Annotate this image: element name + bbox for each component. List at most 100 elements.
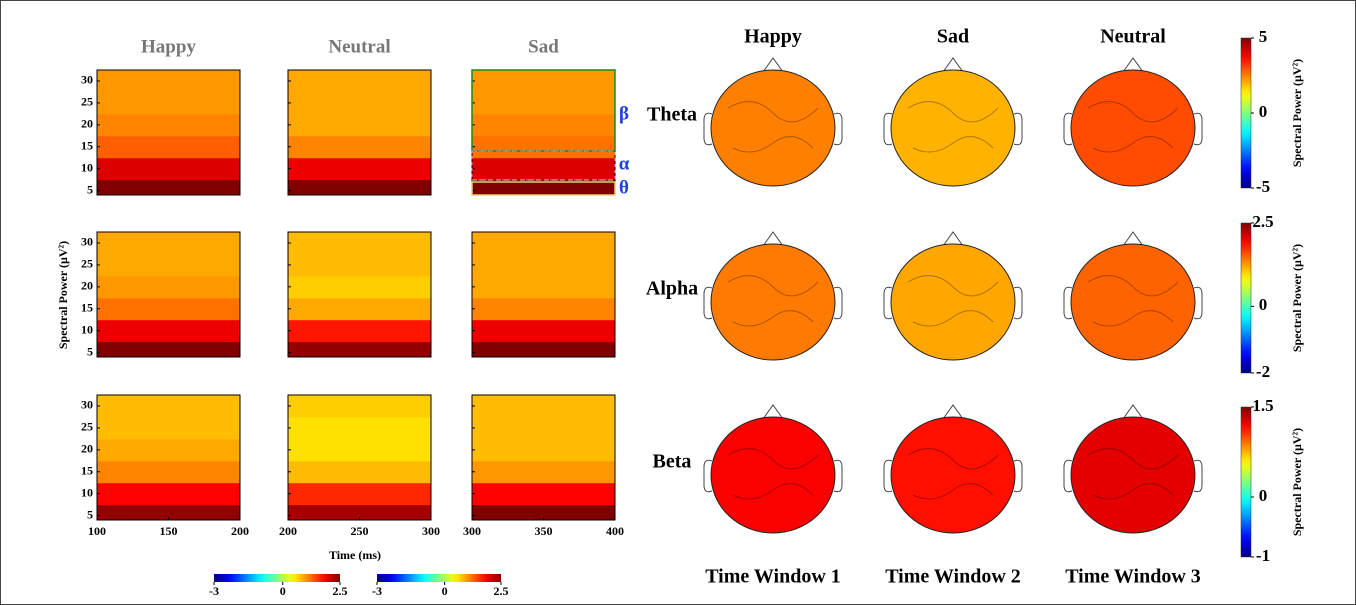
figure: Happy Neutral Sad 5 10 15 20 25 30 5 10 15 20 25 30 5 10… <box>0 0 1356 605</box>
column-title: Neutral <box>328 36 390 57</box>
y-tick-label: 25 <box>81 257 93 271</box>
colorbar-label: Spectral Power (µV²) <box>1290 428 1304 536</box>
row-label: Beta <box>653 451 692 473</box>
x-tick-label: 300 <box>463 524 481 538</box>
y-tick-label: 20 <box>81 442 93 456</box>
topomap <box>891 417 1015 533</box>
heatmap-cell <box>288 395 431 417</box>
heatmap-cell <box>288 92 431 114</box>
x-tick-label: 300 <box>422 524 440 538</box>
column-title: Sad <box>937 26 969 48</box>
y-tick-label: 20 <box>81 279 93 293</box>
topomap <box>1071 244 1195 360</box>
y-axis-label: Spectral Power (µV²) <box>56 241 70 349</box>
y-tick-label: 5 <box>87 344 93 358</box>
y-tick-label: 10 <box>81 160 93 174</box>
colorbar <box>1241 407 1251 557</box>
heatmap-cell <box>288 254 431 276</box>
heatmap-cell <box>97 276 240 298</box>
topomap <box>1071 417 1195 533</box>
heatmap-cell <box>288 298 431 320</box>
heatmap-cell <box>288 180 431 196</box>
heatmap-cell <box>97 461 240 483</box>
x-tick-label: 200 <box>231 524 249 538</box>
y-tick-label: 30 <box>81 398 93 412</box>
heatmap-cell <box>472 320 615 342</box>
topomap <box>891 244 1015 360</box>
y-tick-label: 25 <box>81 95 93 109</box>
colorbar-tick-label: 0 <box>1259 295 1268 314</box>
window-label: Time Window 1 <box>705 566 841 588</box>
column-title: Neutral <box>1100 26 1166 48</box>
column-title: Happy <box>141 36 196 57</box>
heatmap-cell <box>288 320 431 342</box>
heatmap-cell <box>472 417 615 439</box>
colorbar-tick-label: 5 <box>1259 27 1268 46</box>
band-label: β <box>619 103 629 124</box>
y-tick-label: 15 <box>81 139 93 153</box>
heatmap-cell <box>472 298 615 320</box>
topomap <box>711 244 835 360</box>
y-tick-label: 25 <box>81 420 93 434</box>
heatmap-cell <box>97 70 240 92</box>
colorbar-label: Spectral Power (µV²) <box>1290 244 1304 352</box>
colorbar-tick-label: -1 <box>1256 546 1270 565</box>
topomap <box>711 417 835 533</box>
x-tick-label: 150 <box>160 524 178 538</box>
y-tick-label: 20 <box>81 117 93 131</box>
heatmap-cell <box>472 136 615 158</box>
colorbar-tick-label: -3 <box>209 584 219 598</box>
heatmap-cell <box>472 342 615 358</box>
colorbar-label: Spectral Power (µV²) <box>1290 59 1304 167</box>
colorbar <box>377 574 501 582</box>
heatmap-cell <box>97 232 240 254</box>
colorbar-tick-label: 0 <box>1259 486 1268 505</box>
colorbar-tick-label: -5 <box>1256 177 1270 196</box>
column-title: Sad <box>528 36 559 57</box>
heatmap-cell <box>472 254 615 276</box>
x-tick-label: 250 <box>351 524 369 538</box>
x-tick-label: 200 <box>279 524 297 538</box>
heatmap-cell <box>288 276 431 298</box>
row-label: Alpha <box>646 278 698 300</box>
heatmap-cell <box>288 439 431 461</box>
heatmap-cell <box>97 483 240 505</box>
heatmap-cell <box>97 180 240 196</box>
band-label: α <box>619 153 630 174</box>
colorbar-tick-label: 0 <box>1259 102 1268 121</box>
heatmap-cell <box>97 417 240 439</box>
heatmap-cell <box>472 70 615 92</box>
heatmap-cell <box>97 114 240 136</box>
y-tick-label: 15 <box>81 301 93 315</box>
heatmap-cell <box>288 136 431 158</box>
y-tick-label: 15 <box>81 464 93 478</box>
x-axis-label: Time (ms) <box>329 548 381 562</box>
heatmap-cell <box>97 320 240 342</box>
colorbar-tick-label: -3 <box>372 584 382 598</box>
heatmap-cell <box>97 254 240 276</box>
heatmap-cell <box>97 136 240 158</box>
heatmap-cell <box>97 298 240 320</box>
heatmap-cell <box>97 342 240 358</box>
heatmap-cell <box>288 342 431 358</box>
heatmap-cell <box>472 114 615 136</box>
row-label: Theta <box>647 104 697 126</box>
colorbar <box>214 574 340 582</box>
column-title: Happy <box>744 26 802 48</box>
y-tick-label: 5 <box>87 182 93 196</box>
x-tick-label: 100 <box>88 524 106 538</box>
heatmap-cell <box>472 92 615 114</box>
heatmap-cell <box>472 232 615 254</box>
heatmap-cell <box>472 276 615 298</box>
heatmap-cell <box>288 483 431 505</box>
y-tick-label: 10 <box>81 322 93 336</box>
topomap <box>1071 70 1195 186</box>
heatmap-cell <box>472 461 615 483</box>
band-label: θ <box>619 177 629 198</box>
window-label: Time Window 3 <box>1065 566 1201 588</box>
y-tick-label: 30 <box>81 73 93 87</box>
topomap <box>891 70 1015 186</box>
window-label: Time Window 2 <box>885 566 1021 588</box>
colorbar-tick-label: 2.5 <box>494 584 509 598</box>
y-tick-label: 10 <box>81 485 93 499</box>
